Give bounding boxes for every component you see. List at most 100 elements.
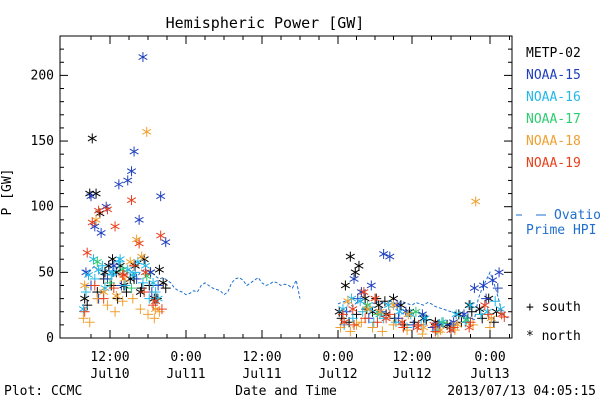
point-south-noaa-18 xyxy=(377,326,388,337)
x-tick-time: 0:00 xyxy=(474,350,505,365)
point-south-noaa-18 xyxy=(84,317,95,328)
point-north-noaa-15 xyxy=(494,267,504,278)
point-north-stroke xyxy=(125,258,135,265)
point-north-noaa-15 xyxy=(379,248,389,259)
point-north-stroke xyxy=(436,327,446,334)
point-south-noaa-19 xyxy=(398,322,409,333)
point-south-noaa-18 xyxy=(135,304,146,315)
point-north-metp-02 xyxy=(345,251,355,262)
point-north-stroke xyxy=(494,269,504,276)
point-north-stroke xyxy=(107,256,118,263)
point-north-stroke xyxy=(488,277,498,284)
point-north-noaa-19 xyxy=(480,300,490,311)
point-north-noaa-15 xyxy=(123,175,133,186)
footer-plot-credit: Plot: CCMC xyxy=(4,384,82,399)
point-north-noaa-19 xyxy=(134,238,144,249)
x-tick-date: Jul11 xyxy=(242,367,281,382)
point-north-noaa-18 xyxy=(137,251,147,262)
point-north-stroke xyxy=(142,273,152,280)
point-north-metp-02 xyxy=(80,293,90,304)
point-north-stroke xyxy=(469,285,479,292)
point-north-stroke xyxy=(359,289,369,295)
point-north-stroke xyxy=(126,197,137,204)
point-north-stroke xyxy=(471,198,481,205)
point-south-metp-02 xyxy=(399,319,410,330)
point-north-stroke xyxy=(161,239,171,246)
point-south-noaa-16 xyxy=(80,287,91,298)
point-north-stroke xyxy=(429,321,439,328)
point-south-noaa-19 xyxy=(360,313,371,324)
point-north-noaa-19 xyxy=(126,195,137,206)
point-south-noaa-19 xyxy=(349,319,360,330)
point-north-stroke xyxy=(355,298,365,305)
point-south-metp-02 xyxy=(371,293,382,304)
point-north-noaa-15 xyxy=(469,283,479,294)
point-south-noaa-18 xyxy=(78,313,89,324)
point-north-noaa-16 xyxy=(465,300,476,311)
point-south-noaa-18 xyxy=(433,327,443,338)
point-north-stroke xyxy=(345,253,355,260)
point-north-noaa-18 xyxy=(111,290,121,301)
point-north-noaa-19 xyxy=(339,317,349,328)
point-north-stroke xyxy=(114,181,124,188)
marker-legend-north: * north xyxy=(526,329,581,344)
point-north-metp-02 xyxy=(87,133,97,144)
point-north-stroke xyxy=(388,302,399,309)
point-north-noaa-17 xyxy=(411,306,421,317)
point-north-noaa-19 xyxy=(102,204,113,215)
point-north-noaa-17 xyxy=(92,256,102,267)
point-north-noaa-15 xyxy=(86,191,96,202)
point-south-noaa-19 xyxy=(89,280,100,291)
point-north-noaa-16 xyxy=(83,269,94,280)
y-tick-label: 150 xyxy=(31,134,54,149)
chart-title: Hemispheric Power [GW] xyxy=(166,14,365,32)
point-north-stroke xyxy=(158,279,168,286)
point-north-noaa-19 xyxy=(110,221,120,232)
point-north-noaa-19 xyxy=(140,267,151,278)
point-north-stroke xyxy=(411,308,421,315)
point-north-stroke xyxy=(110,223,120,230)
point-south-noaa-16 xyxy=(130,267,141,278)
point-north-stroke xyxy=(123,177,133,184)
point-north-stroke xyxy=(379,251,389,257)
point-south-noaa-19 xyxy=(483,309,494,320)
point-north-stroke xyxy=(78,306,88,313)
point-north-noaa-19 xyxy=(156,230,166,241)
point-north-stroke xyxy=(451,311,461,318)
point-south-noaa-17 xyxy=(438,317,449,328)
point-north-stroke xyxy=(151,298,161,305)
point-south-noaa-17 xyxy=(105,277,115,288)
point-north-noaa-16 xyxy=(420,313,430,324)
point-south-metp-02 xyxy=(121,287,132,298)
point-north-noaa-19 xyxy=(464,322,474,333)
point-south-noaa-18 xyxy=(117,296,128,307)
point-south-metp-02 xyxy=(336,313,347,324)
point-north-noaa-15 xyxy=(488,275,498,286)
point-north-noaa-15 xyxy=(138,52,148,63)
point-north-stroke xyxy=(396,302,406,309)
point-north-noaa-15 xyxy=(134,214,144,225)
point-north-stroke xyxy=(465,302,476,309)
point-north-stroke xyxy=(395,308,405,315)
point-south-noaa-17 xyxy=(126,283,137,294)
point-north-noaa-15 xyxy=(96,227,106,238)
point-north-noaa-19 xyxy=(151,296,161,307)
point-north-stroke xyxy=(462,316,472,323)
point-south-noaa-19 xyxy=(148,300,159,311)
x-tick-time: 12:00 xyxy=(90,350,129,365)
y-tick-label: 50 xyxy=(38,265,54,280)
point-south-noaa-18 xyxy=(417,329,428,340)
point-north-stroke xyxy=(464,324,474,331)
point-north-noaa-19 xyxy=(370,293,380,304)
point-north-noaa-18 xyxy=(375,306,385,317)
point-north-stroke xyxy=(348,306,358,313)
point-north-stroke xyxy=(350,269,360,276)
point-north-stroke xyxy=(96,230,106,236)
point-north-stroke xyxy=(82,249,92,256)
point-north-noaa-15 xyxy=(156,191,166,202)
legend-entry: NOAA-19 xyxy=(526,156,581,171)
point-north-stroke xyxy=(420,315,430,322)
point-south-noaa-19 xyxy=(108,283,119,294)
point-north-noaa-18 xyxy=(471,196,481,207)
point-north-stroke xyxy=(495,306,505,313)
